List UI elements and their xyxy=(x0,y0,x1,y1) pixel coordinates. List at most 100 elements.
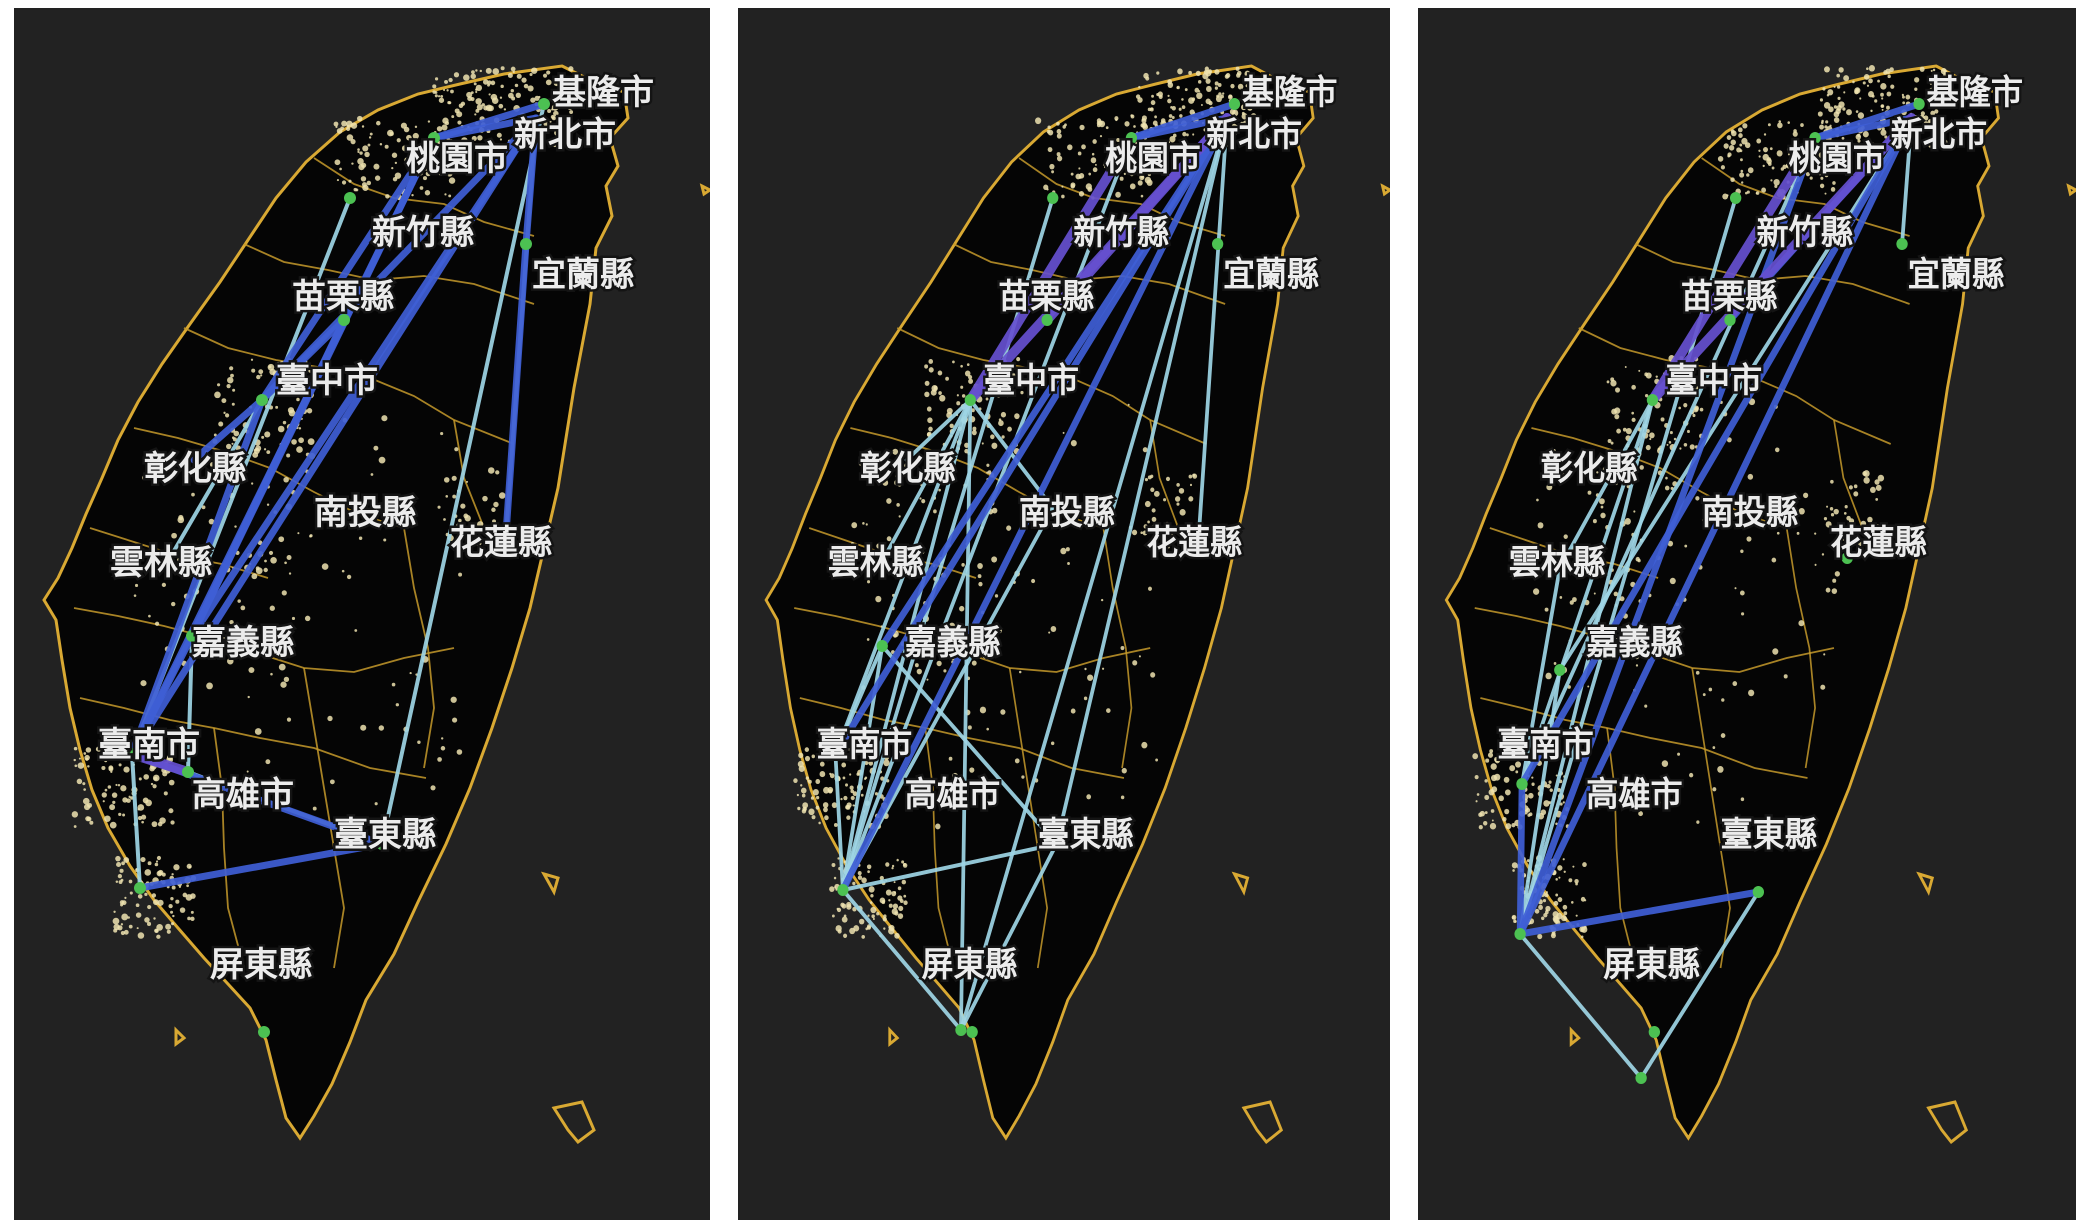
light-dot xyxy=(1739,143,1743,147)
light-dot xyxy=(1491,819,1494,822)
light-dot xyxy=(1824,192,1827,195)
light-dot xyxy=(822,802,829,808)
light-dot xyxy=(391,167,394,170)
light-dot xyxy=(1179,114,1183,118)
light-dot xyxy=(891,864,895,868)
small-island xyxy=(2066,183,2076,197)
light-dot xyxy=(1830,512,1835,517)
light-dot xyxy=(1739,149,1743,153)
light-dot xyxy=(1203,128,1207,132)
light-dot xyxy=(280,384,288,392)
light-dot xyxy=(542,73,548,78)
light-dot xyxy=(1863,476,1870,484)
light-dot xyxy=(1206,85,1212,93)
light-dot xyxy=(278,630,281,634)
light-dot xyxy=(1624,366,1627,369)
light-dot xyxy=(306,408,313,414)
flow-edge-tainan-kaohsiung xyxy=(833,752,845,892)
light-dot xyxy=(270,556,277,564)
light-dot xyxy=(1730,129,1735,134)
light-dot xyxy=(1720,165,1725,170)
light-dot xyxy=(1240,121,1244,126)
light-dot xyxy=(952,360,955,364)
light-dot xyxy=(1737,127,1743,133)
light-dot xyxy=(882,899,886,903)
light-dot xyxy=(122,797,128,803)
light-dot xyxy=(151,893,157,898)
light-dot xyxy=(960,385,964,389)
light-dot xyxy=(1167,545,1170,549)
light-dot xyxy=(251,368,256,373)
light-dot xyxy=(1531,782,1535,786)
light-dot xyxy=(1214,86,1218,90)
light-dot xyxy=(1880,82,1887,90)
light-dot xyxy=(280,681,287,688)
light-dot xyxy=(1165,521,1169,526)
light-dot xyxy=(1913,141,1918,146)
city-label-yilan: 宜蘭縣 xyxy=(532,255,634,295)
light-dot xyxy=(1777,122,1783,129)
light-dot xyxy=(897,482,902,487)
light-dot xyxy=(358,536,363,540)
light-dot xyxy=(128,879,133,884)
flow-edge-taitung-pingtung xyxy=(136,840,386,892)
city-label-keelung: 基隆市 xyxy=(1927,72,2023,112)
light-dot xyxy=(422,168,425,171)
light-dot xyxy=(1616,428,1621,434)
light-dot xyxy=(147,904,152,910)
light-dot xyxy=(1188,496,1194,502)
light-dot xyxy=(546,70,551,75)
light-dot xyxy=(1771,166,1775,170)
light-dot xyxy=(1543,460,1547,463)
light-dot xyxy=(1574,878,1579,884)
light-dot xyxy=(1559,596,1563,599)
flow-edge-newtaipei-hualien xyxy=(1197,116,1229,536)
light-dot xyxy=(333,121,339,127)
small-island xyxy=(1569,1026,1581,1047)
light-dot xyxy=(1923,121,1929,127)
light-dot xyxy=(255,566,260,571)
light-dot xyxy=(1833,117,1840,123)
light-dot xyxy=(882,479,889,486)
light-dot xyxy=(901,860,905,864)
light-dot xyxy=(864,777,867,781)
city-label-hsinchu: 新竹縣 xyxy=(1756,212,1852,252)
light-dot xyxy=(837,929,842,934)
flow-edge-miaoli-chiayi xyxy=(188,316,348,640)
light-dot xyxy=(1171,116,1175,120)
light-dot xyxy=(1479,810,1485,817)
light-dot xyxy=(1919,66,1925,72)
small-island xyxy=(1380,183,1390,197)
light-dot xyxy=(1778,120,1782,123)
light-dot xyxy=(1742,123,1748,129)
light-dot xyxy=(145,799,152,807)
light-dot xyxy=(971,660,977,666)
light-dot xyxy=(882,916,887,922)
light-dot xyxy=(170,910,174,914)
light-dot xyxy=(1548,780,1552,784)
light-dot xyxy=(119,868,124,873)
light-dot xyxy=(497,145,501,149)
light-dot xyxy=(229,366,234,371)
light-dot xyxy=(1814,563,1817,566)
map-panel-middle: 基隆市 新北市 桃園市 新竹縣 宜蘭縣 苗栗縣 臺中市 彰化縣 南投縣 花蓮縣 雲林縣 嘉義縣 臺南市高… xyxy=(738,8,1390,1220)
light-dot xyxy=(1687,369,1690,373)
light-dot xyxy=(998,420,1004,427)
light-dot xyxy=(440,94,444,98)
light-dot xyxy=(1827,89,1834,96)
light-dot xyxy=(1545,891,1548,894)
light-dot xyxy=(1167,529,1174,537)
light-dot xyxy=(1086,794,1092,800)
light-dot xyxy=(424,190,431,196)
county-border xyxy=(1474,607,1835,673)
light-dot xyxy=(268,550,274,556)
light-dot xyxy=(251,573,258,580)
light-dot xyxy=(282,420,287,425)
light-dot xyxy=(95,746,101,752)
map-svg: 基隆市新北市桃園市新竹縣宜蘭縣苗栗縣臺中市彰化縣南投縣花蓮縣雲林縣嘉義縣臺南市高… xyxy=(1444,64,2076,1145)
light-dot xyxy=(1583,925,1587,929)
light-dot xyxy=(1571,901,1574,904)
light-dot xyxy=(156,855,162,861)
light-dot xyxy=(829,886,835,893)
light-dot xyxy=(1556,916,1559,919)
